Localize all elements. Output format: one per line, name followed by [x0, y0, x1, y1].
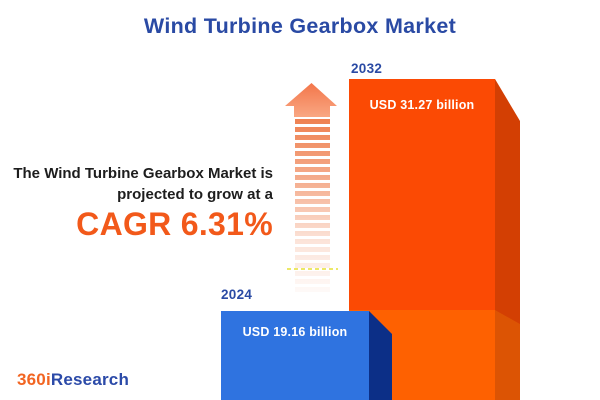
tagline-line1: The Wind Turbine Gearbox Market is [13, 165, 273, 182]
bar-2032-3d-side [495, 79, 520, 400]
bar-value-2024: USD 19.16 billion [242, 325, 348, 339]
tagline-line2: projected to grow at a [117, 186, 273, 203]
cagr-value: CAGR 6.31% [76, 206, 273, 242]
bar-2024-face [221, 311, 369, 400]
growth-arrow-head-icon [285, 83, 337, 117]
bar-2024-3d-side [369, 311, 392, 400]
yellow-dashed-line [287, 268, 338, 270]
year-label-2032: 2032 [351, 61, 383, 76]
logo-part-research: Research [50, 370, 130, 389]
tagline-block: The Wind Turbine Gearbox Market is proje… [0, 163, 273, 243]
logo-part-360i: 360i [17, 370, 51, 389]
bar-2032-face-upper [349, 79, 495, 310]
logo-360iresearch: 360iResearch [17, 370, 129, 390]
page-title: Wind Turbine Gearbox Market [143, 14, 457, 38]
bar-value-2032: USD 31.27 billion [369, 98, 475, 112]
year-label-2024: 2024 [221, 287, 253, 302]
growth-arrow-stripes-icon [295, 119, 330, 293]
